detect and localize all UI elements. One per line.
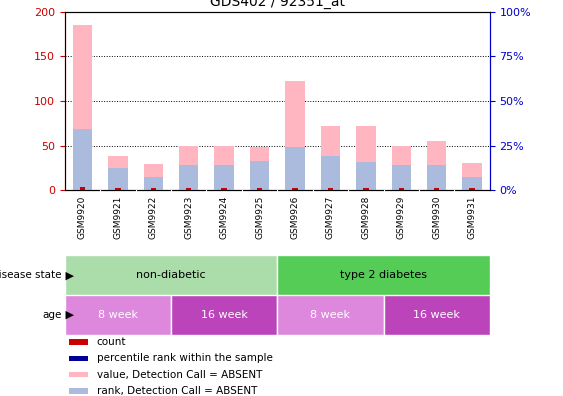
Bar: [427, 165, 446, 190]
Bar: [73, 129, 92, 190]
Text: ▶: ▶: [62, 310, 74, 320]
Text: disease state: disease state: [0, 270, 62, 280]
Bar: [427, 141, 446, 190]
Bar: [65, 255, 278, 295]
Bar: [462, 163, 482, 190]
Bar: [391, 145, 411, 190]
Bar: [470, 188, 475, 190]
Bar: [150, 188, 156, 190]
Bar: [257, 188, 262, 190]
Bar: [215, 145, 234, 190]
Bar: [69, 339, 88, 345]
Bar: [399, 188, 404, 190]
Text: non-diabetic: non-diabetic: [136, 270, 206, 280]
Bar: [250, 161, 269, 190]
Bar: [144, 164, 163, 190]
Text: GSM9929: GSM9929: [397, 195, 406, 239]
Bar: [108, 168, 128, 190]
Bar: [356, 162, 376, 190]
Text: GSM9920: GSM9920: [78, 195, 87, 239]
Bar: [179, 145, 199, 190]
Bar: [73, 25, 92, 190]
Bar: [391, 165, 411, 190]
Text: type 2 diabetes: type 2 diabetes: [340, 270, 427, 280]
Text: value, Detection Call = ABSENT: value, Detection Call = ABSENT: [97, 370, 262, 380]
Bar: [363, 188, 369, 190]
Bar: [250, 147, 269, 190]
Bar: [462, 177, 482, 190]
Text: GSM9923: GSM9923: [184, 195, 193, 239]
Text: GSM9927: GSM9927: [326, 195, 335, 239]
Bar: [65, 295, 171, 335]
Bar: [115, 188, 120, 190]
Bar: [383, 295, 490, 335]
Text: GSM9922: GSM9922: [149, 195, 158, 238]
Text: GSM9928: GSM9928: [361, 195, 370, 239]
Bar: [328, 188, 333, 190]
Text: GSM9930: GSM9930: [432, 195, 441, 239]
Bar: [186, 188, 191, 190]
Bar: [285, 147, 305, 190]
Bar: [321, 156, 340, 190]
Bar: [434, 188, 439, 190]
Text: 8 week: 8 week: [310, 310, 350, 320]
Title: GDS402 / 92351_at: GDS402 / 92351_at: [210, 0, 345, 10]
Text: GSM9925: GSM9925: [255, 195, 264, 239]
Bar: [69, 388, 88, 394]
Bar: [80, 187, 85, 190]
Bar: [171, 295, 278, 335]
Bar: [356, 126, 376, 190]
Text: GSM9924: GSM9924: [220, 195, 229, 238]
Text: age: age: [43, 310, 62, 320]
Bar: [69, 356, 88, 361]
Bar: [321, 126, 340, 190]
Bar: [221, 188, 227, 190]
Text: GSM9931: GSM9931: [468, 195, 477, 239]
Text: count: count: [97, 337, 126, 347]
Text: ▶: ▶: [62, 270, 74, 280]
Text: 16 week: 16 week: [413, 310, 460, 320]
Bar: [108, 156, 128, 190]
Bar: [69, 372, 88, 377]
Bar: [179, 165, 199, 190]
Bar: [278, 255, 490, 295]
Text: 16 week: 16 week: [200, 310, 248, 320]
Text: rank, Detection Call = ABSENT: rank, Detection Call = ABSENT: [97, 386, 257, 396]
Text: percentile rank within the sample: percentile rank within the sample: [97, 353, 272, 364]
Text: GSM9921: GSM9921: [113, 195, 122, 239]
Bar: [278, 295, 383, 335]
Bar: [144, 177, 163, 190]
Bar: [215, 165, 234, 190]
Bar: [292, 188, 298, 190]
Bar: [285, 81, 305, 190]
Text: 8 week: 8 week: [98, 310, 138, 320]
Text: GSM9926: GSM9926: [291, 195, 300, 239]
